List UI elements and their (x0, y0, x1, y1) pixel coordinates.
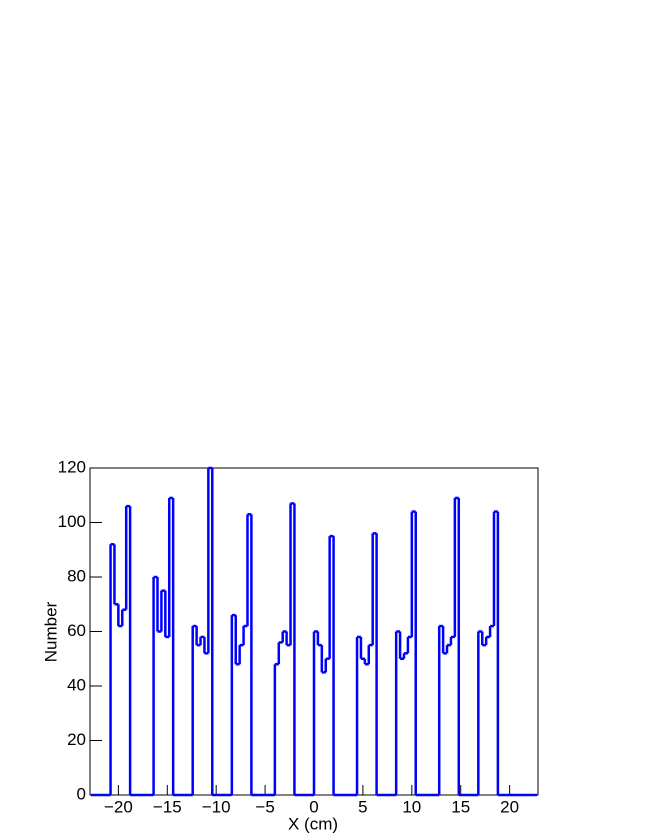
x-tick-label: 20 (500, 797, 519, 816)
x-tick-label: 15 (451, 797, 470, 816)
y-tick-label: 40 (67, 675, 86, 694)
x-tick-label: −5 (255, 797, 274, 816)
x-tick-label: −15 (153, 797, 182, 816)
x-tick-label: −20 (104, 797, 133, 816)
x-axis-title: X (cm) (288, 814, 338, 833)
y-tick-label: 60 (67, 621, 86, 640)
y-tick-label: 120 (58, 457, 86, 476)
x-tick-label: −10 (202, 797, 231, 816)
y-tick-label: 20 (67, 730, 86, 749)
x-tick-label: 10 (402, 797, 421, 816)
y-tick-label: 100 (58, 512, 86, 531)
y-axis-title: Number (41, 601, 60, 662)
x-tick-label: 0 (309, 797, 318, 816)
y-tick-label: 80 (67, 566, 86, 585)
x-tick-label: 5 (358, 797, 367, 816)
y-tick-label: 0 (77, 784, 86, 803)
